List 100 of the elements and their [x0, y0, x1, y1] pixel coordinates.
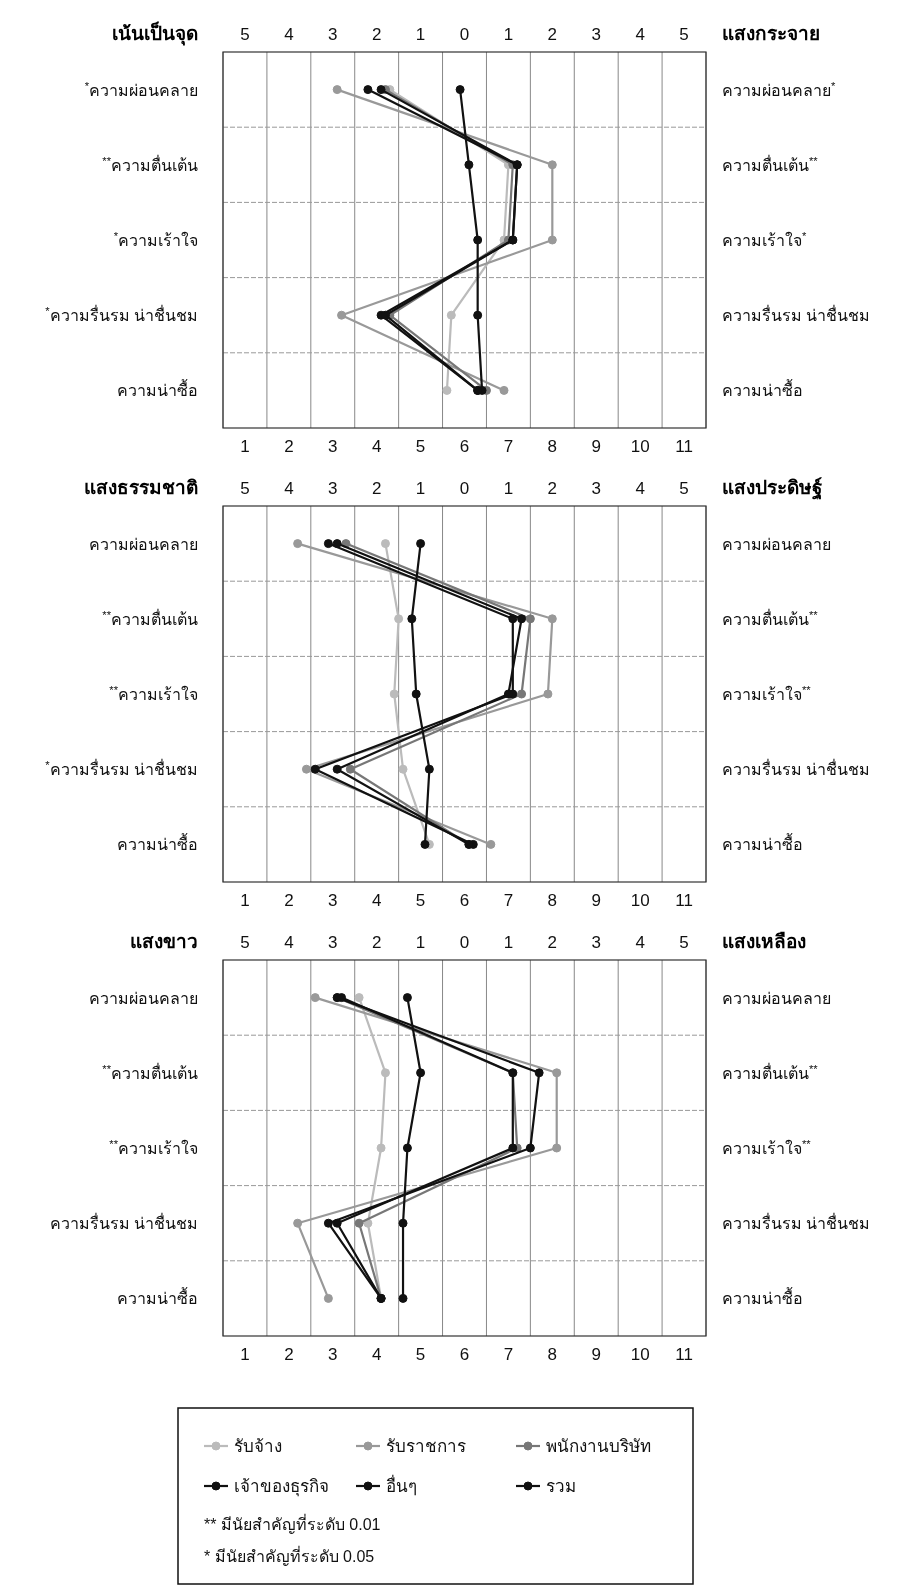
y2-tick-label: ความรื่นรม น่าชื่นชม [722, 758, 871, 779]
x-tick-label: 9 [591, 891, 601, 910]
y-tick-label: $^{**}$ความตื่นเต้น [102, 153, 198, 174]
x2-tick-label: 5 [679, 933, 689, 952]
y2-tick-label: ความรื่นรม น่าชื่นชม [722, 304, 871, 325]
x2-tick-label: 1 [503, 933, 514, 952]
x-tick-label: 5 [415, 891, 426, 910]
x-tick-label: 1 [240, 1345, 250, 1364]
x2-tick-label: 2 [371, 25, 382, 44]
x-tick-label: 10 [630, 891, 650, 910]
y2-tick-label: ความเร้าใจ$^{*}$ [722, 230, 807, 249]
text: ** มีนัยสำคัญที่ระดับ 0.01 [204, 1516, 381, 1533]
y2-tick-label: ความตื่นเต้น$^{**}$ [722, 153, 819, 174]
x2-tick-label: 4 [284, 933, 294, 952]
x2-tick-label: 1 [503, 479, 514, 498]
x2-tick-label: 1 [415, 933, 426, 952]
y-tick-label: $^{**}$ความตื่นเต้น [102, 607, 198, 628]
y-tick-label: ความน่าซื้อ [117, 379, 198, 400]
x2-tick-label: 0 [459, 933, 470, 952]
y-tick-label: ความผ่อนคลาย [89, 535, 198, 553]
x-tick-label: 4 [371, 891, 382, 910]
x2-tick-label: 2 [547, 479, 558, 498]
y-tick-label: ความผ่อนคลาย [89, 989, 198, 1007]
x-tick-label: 2 [284, 1345, 294, 1364]
y-tick-label: ความรื่นรม น่าชื่นชม [49, 1212, 198, 1233]
x2-tick-label: 4 [635, 479, 645, 498]
x-tick-label: 2 [284, 891, 294, 910]
x2-tick-label: 3 [328, 25, 338, 44]
y2-tick-label: ความตื่นเต้น$^{**}$ [722, 1061, 819, 1082]
x-tick-label: 5 [415, 437, 426, 456]
y2-tick-label: ความผ่อนคลาย$^{*}$ [722, 79, 836, 99]
x-tick-label: 6 [459, 1345, 470, 1364]
x2-tick-label: 1 [415, 25, 426, 44]
x2-tick-label: 2 [371, 479, 382, 498]
y-tick-label: $^{**}$ความเร้าใจ [109, 684, 198, 703]
x2-tick-label: 2 [547, 933, 558, 952]
y2-axis-title: แสงกระจาย [722, 23, 820, 44]
x2-tick-label: 2 [547, 25, 558, 44]
y-tick-label: ความน่าซื้อ [117, 1287, 198, 1308]
x-tick-label: 9 [591, 437, 601, 456]
y-tick-label: $^{**}$ความตื่นเต้น [102, 1061, 198, 1082]
x-tick-label: 1 [240, 891, 250, 910]
x2-tick-label: 3 [591, 479, 601, 498]
y2-tick-label: ความน่าซื้อ [722, 1287, 803, 1308]
y2-tick-label: ความน่าซื้อ [722, 379, 803, 400]
x-tick-label: 2 [284, 437, 294, 456]
legend-label: รับจ้าง [234, 1437, 282, 1456]
y2-tick-label: ความน่าซื้อ [722, 833, 803, 854]
y2-tick-label: ความผ่อนคลาย [722, 535, 831, 553]
x-tick-label: 11 [675, 891, 693, 910]
x-tick-label: 7 [503, 891, 514, 910]
y-tick-label: $^{*}$ความรื่นรม น่าชื่นชม [45, 304, 198, 325]
x-tick-label: 10 [630, 437, 650, 456]
y-tick-label: $^{*}$ความรื่นรม น่าชื่นชม [45, 758, 198, 779]
x2-tick-label: 4 [284, 25, 294, 44]
x2-tick-label: 4 [635, 25, 645, 44]
x2-tick-label: 5 [240, 479, 250, 498]
x-tick-label: 8 [547, 891, 558, 910]
y-axis-title: เน้นเป็นจุด [112, 21, 198, 46]
x-tick-label: 5 [415, 1345, 426, 1364]
y2-axis-title: แสงประดิษฐ์ [722, 477, 822, 501]
x2-tick-label: 0 [459, 25, 470, 44]
x-tick-label: 11 [675, 437, 693, 456]
x-tick-label: 4 [371, 1345, 382, 1364]
y2-tick-label: ความตื่นเต้น$^{**}$ [722, 607, 819, 628]
legend-label: รวม [546, 1477, 576, 1496]
x2-tick-label: 5 [240, 933, 250, 952]
y2-tick-label: ความผ่อนคลาย [722, 989, 831, 1007]
x-tick-label: 3 [328, 1345, 338, 1364]
x2-tick-label: 4 [284, 479, 294, 498]
y2-tick-label: ความรื่นรม น่าชื่นชม [722, 1212, 871, 1233]
legend-label: เจ้าของธุรกิจ [234, 1477, 329, 1497]
x-tick-label: 8 [547, 1345, 558, 1364]
y-tick-label: $^{*}$ความผ่อนคลาย [84, 79, 198, 99]
x2-tick-label: 5 [679, 25, 689, 44]
legend-label: พนักงานบริษัท [546, 1437, 651, 1456]
x2-tick-label: 1 [415, 479, 426, 498]
y-tick-label: $^{*}$ความเร้าใจ [113, 230, 198, 249]
y-axis-title: แสงธรรมชาติ [84, 477, 198, 498]
legend-label: รับราชการ [386, 1437, 466, 1456]
x-tick-label: 6 [459, 437, 470, 456]
x-tick-label: 3 [328, 437, 338, 456]
x-tick-label: 7 [503, 1345, 514, 1364]
x2-tick-label: 0 [459, 479, 470, 498]
x-tick-label: 1 [240, 437, 250, 456]
x2-tick-label: 5 [679, 479, 689, 498]
x2-tick-label: 4 [635, 933, 645, 952]
x2-tick-label: 2 [371, 933, 382, 952]
x-tick-label: 7 [503, 437, 514, 456]
x2-tick-label: 3 [591, 25, 601, 44]
x-tick-label: 10 [630, 1345, 650, 1364]
x-tick-label: 11 [675, 1345, 693, 1364]
y2-tick-label: ความเร้าใจ$^{**}$ [722, 684, 812, 703]
x-tick-label: 8 [547, 437, 558, 456]
x-tick-label: 4 [371, 437, 382, 456]
text: * มีนัยสำคัญที่ระดับ 0.05 [204, 1548, 375, 1565]
y2-tick-label: ความเร้าใจ$^{**}$ [722, 1138, 812, 1157]
x2-tick-label: 5 [240, 25, 250, 44]
y-tick-label: ความน่าซื้อ [117, 833, 198, 854]
y-axis-title: แสงขาว [130, 931, 198, 952]
